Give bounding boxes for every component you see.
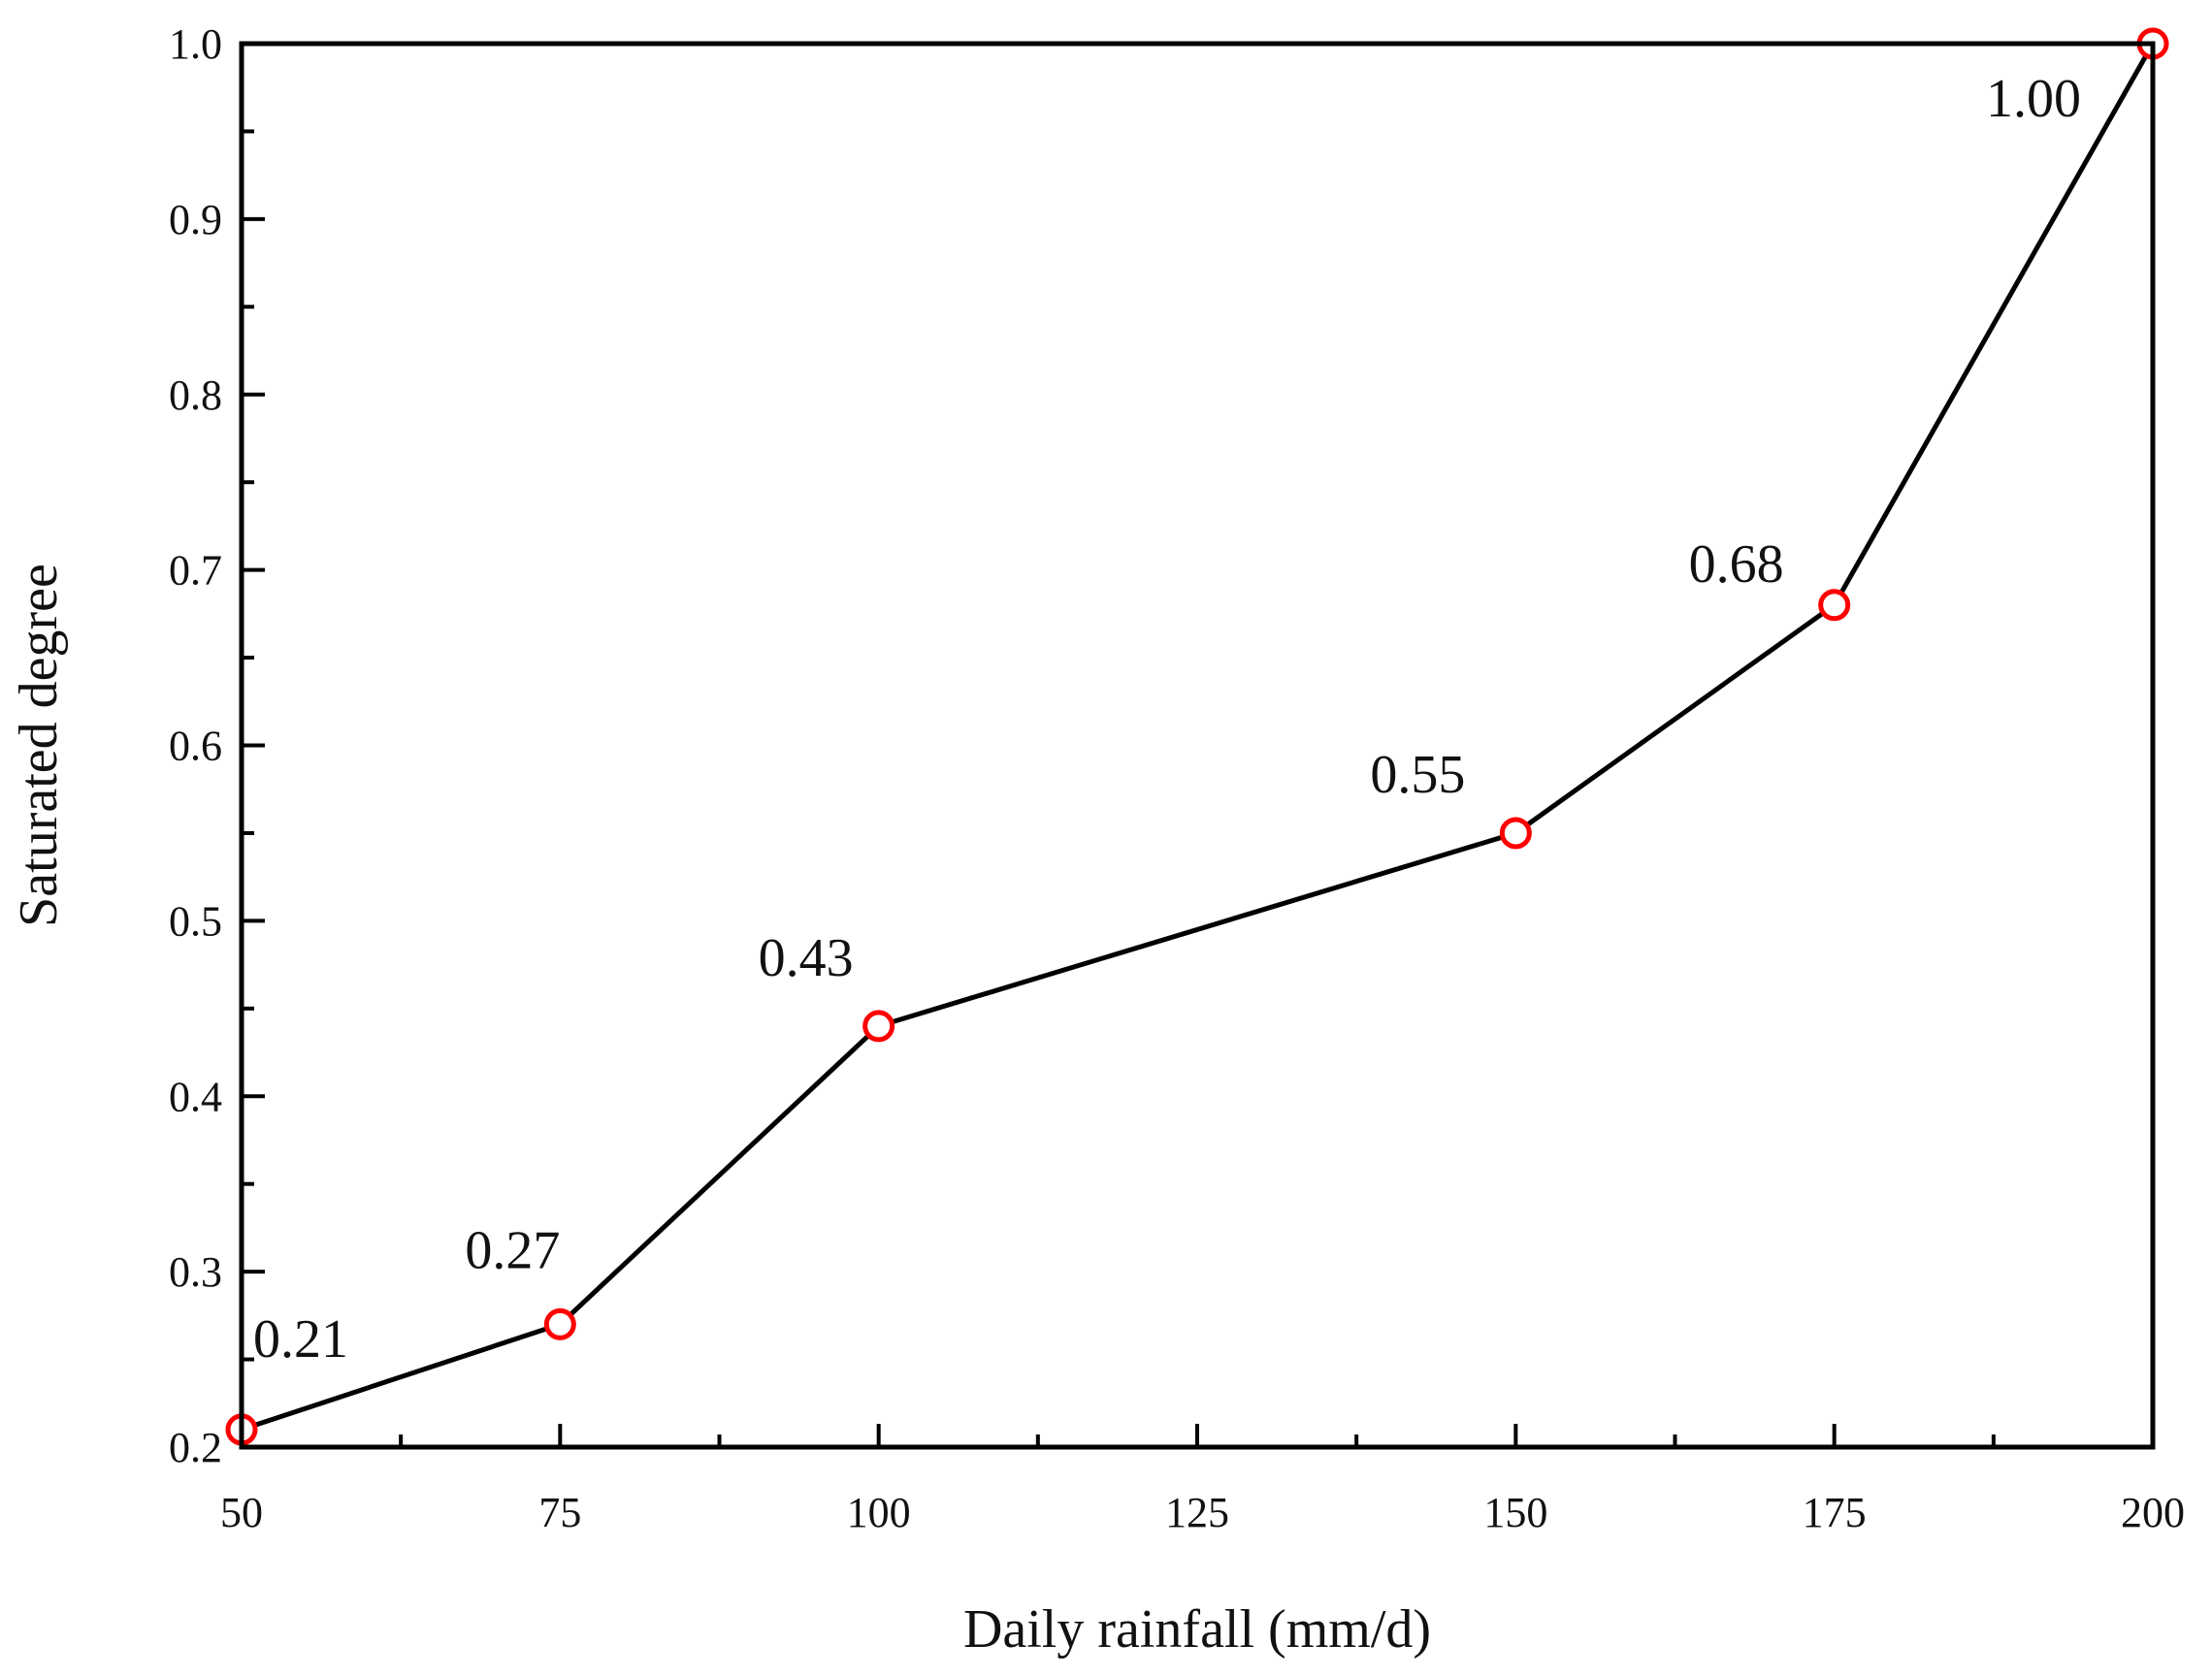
data-label: 0.68 xyxy=(1689,534,1784,595)
x-tick-label: 75 xyxy=(538,1489,581,1536)
x-tick-labels: 50 75 100 125 150 175 200 xyxy=(220,1489,2185,1536)
data-point xyxy=(1818,589,1851,622)
y-tick-label: 0.2 xyxy=(169,1424,222,1471)
series-line-layer xyxy=(241,42,2156,1433)
data-point xyxy=(543,1307,576,1340)
series-line xyxy=(241,42,2156,1433)
y-tick-label: 0.3 xyxy=(169,1248,222,1296)
x-tick-label: 125 xyxy=(1165,1489,1229,1536)
x-tick-label: 150 xyxy=(1483,1489,1547,1536)
data-label: 0.21 xyxy=(253,1309,348,1370)
plot-frame xyxy=(239,41,2156,1450)
data-label: 0.27 xyxy=(465,1220,560,1280)
x-tick-label: 175 xyxy=(1803,1489,1867,1536)
data-label: 0.55 xyxy=(1370,745,1465,805)
x-tick-label: 100 xyxy=(847,1489,911,1536)
x-tick-label: 50 xyxy=(220,1489,263,1536)
y-tick-label: 1.0 xyxy=(169,20,222,68)
y-axis-title: Saturated degree xyxy=(9,564,69,927)
x-tick-label: 200 xyxy=(2121,1489,2185,1536)
data-point xyxy=(862,1010,895,1043)
y-tick-label: 0.6 xyxy=(169,723,222,770)
x-axis-title: Daily rainfall (mm/d) xyxy=(963,1599,1431,1660)
data-label: 1.00 xyxy=(1986,69,2081,129)
y-tick-label: 0.8 xyxy=(169,371,222,419)
y-tick-labels: 0.2 0.3 0.4 0.5 0.6 0.7 0.8 0.9 1.0 xyxy=(169,20,222,1471)
y-tick-label: 0.7 xyxy=(169,547,222,595)
data-label: 0.43 xyxy=(759,928,854,988)
y-tick-label: 0.5 xyxy=(169,897,222,945)
y-tick-label: 0.9 xyxy=(169,196,222,243)
data-labels: 0.21 0.27 0.43 0.55 0.68 1.00 xyxy=(253,69,2081,1370)
data-point xyxy=(1499,817,1532,850)
y-tick-label: 0.4 xyxy=(169,1073,222,1120)
